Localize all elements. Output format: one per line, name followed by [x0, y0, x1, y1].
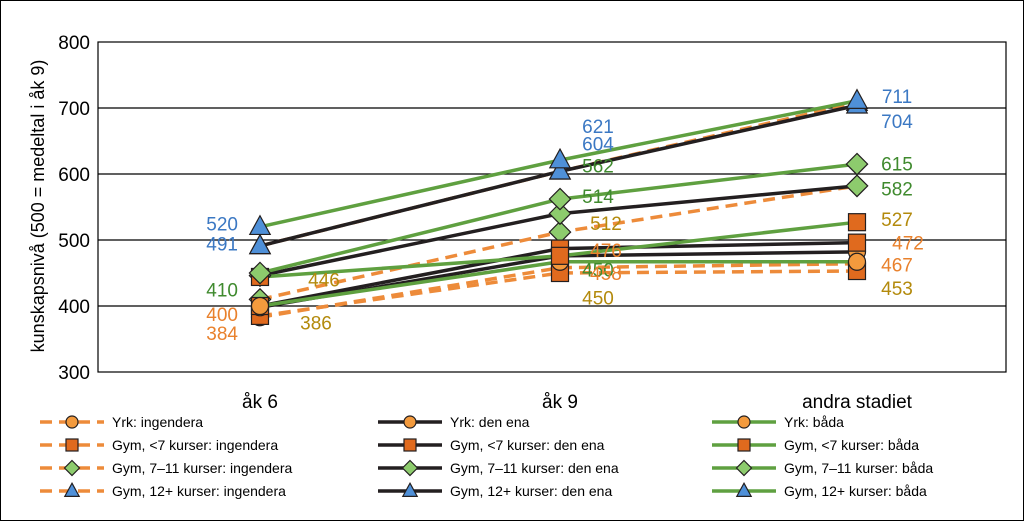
y-tick-label: 400 — [58, 297, 90, 318]
data-label: 491 — [206, 234, 238, 255]
legend-label: Gym, 12+ kurser: den ena — [450, 483, 612, 499]
y-tick-labels: 300 400 500 600 700 800 — [58, 33, 90, 384]
series-marker — [250, 296, 270, 316]
legend-label: Gym, 12+ kurser: ingendera — [112, 483, 286, 499]
data-label: 384 — [206, 324, 238, 345]
data-label: 512 — [590, 214, 622, 235]
data-label: 711 — [882, 87, 912, 108]
series-marker — [845, 88, 869, 109]
data-label: 562 — [582, 156, 614, 177]
series-marker — [248, 261, 272, 285]
data-label: 704 — [881, 112, 913, 133]
legend-swatch-marker — [403, 415, 417, 429]
x-tick-labels: åk 6 åk 9 andra stadiet — [242, 392, 913, 413]
x-tick-label: åk 6 — [242, 392, 278, 413]
y-tick-label: 300 — [58, 363, 90, 384]
series-marker — [248, 233, 272, 255]
data-label: 472 — [892, 234, 924, 255]
series-marker — [847, 233, 867, 252]
legend-label: Gym, 7–11 kurser: båda — [784, 460, 933, 476]
legend-label: Gym, <7 kurser: den ena — [450, 437, 605, 453]
data-label: 386 — [300, 314, 332, 335]
data-label: 604 — [582, 135, 614, 156]
data-label: 450 — [582, 261, 614, 282]
x-tick-label: åk 9 — [542, 392, 578, 413]
series-marker — [548, 202, 572, 226]
y-tick-label: 800 — [58, 33, 90, 54]
data-label: 458 — [590, 264, 622, 285]
legend-label: Yrk: den ena — [450, 414, 530, 430]
data-label: 400 — [206, 305, 238, 326]
series-marker — [548, 147, 572, 169]
legend-label: Gym, 7–11 kurser: ingendera — [112, 460, 292, 476]
y-axis-label: kunskapsnivå (500 = medeltal i åk 9) — [28, 60, 48, 353]
data-label: 446 — [308, 271, 340, 292]
legend-swatch-marker — [65, 415, 79, 429]
legend-swatch-marker — [735, 481, 753, 497]
data-label: 621 — [582, 117, 614, 138]
legend-swatch-marker — [735, 459, 753, 477]
series-marker — [847, 252, 867, 271]
series-marker — [845, 174, 869, 198]
x-tick-label: andra stadiet — [802, 392, 913, 413]
legend-swatch-marker — [403, 438, 417, 452]
series-marker — [548, 159, 572, 180]
data-label: 514 — [582, 187, 614, 208]
series-markers — [248, 88, 869, 327]
series-marker — [548, 187, 572, 211]
series-marker — [248, 214, 272, 236]
legend-swatch-marker — [65, 438, 79, 452]
series-marker — [550, 246, 570, 265]
legend-label: Gym, <7 kurser: ingendera — [112, 437, 278, 453]
data-label: 450 — [582, 288, 614, 309]
y-tick-label: 600 — [58, 165, 90, 186]
legend: Yrk: ingendera Gym, <7 kurser: ingendera G… — [40, 414, 933, 499]
data-label: 467 — [881, 255, 913, 276]
plot-area — [97, 41, 1007, 373]
data-label: 582 — [881, 180, 913, 201]
y-tick-label: 500 — [58, 231, 90, 252]
legend-swatch-marker — [401, 459, 419, 477]
legend-label: Yrk: ingendera — [112, 414, 203, 430]
legend-swatch-marker — [737, 438, 751, 452]
data-label: 527 — [881, 210, 913, 231]
legend-swatch-marker — [737, 415, 751, 429]
y-tick-label: 700 — [58, 99, 90, 120]
data-label: 615 — [881, 154, 913, 175]
legend-swatch-marker — [401, 481, 419, 497]
data-label: 410 — [206, 281, 238, 302]
legend-label: Gym, 12+ kurser: båda — [784, 483, 927, 499]
legend-label: Gym, 7–11 kurser: den ena — [450, 460, 619, 476]
legend-swatch-marker — [63, 481, 81, 497]
data-label: 520 — [206, 215, 238, 236]
legend-label: Gym, <7 kurser: båda — [784, 437, 919, 453]
series-line — [259, 269, 858, 318]
series-marker — [847, 213, 867, 232]
series-marker — [845, 152, 869, 176]
data-label: 453 — [881, 279, 913, 300]
data-label: 476 — [590, 241, 622, 262]
legend-swatch-marker — [63, 459, 81, 477]
legend-label: Yrk: båda — [784, 414, 844, 430]
